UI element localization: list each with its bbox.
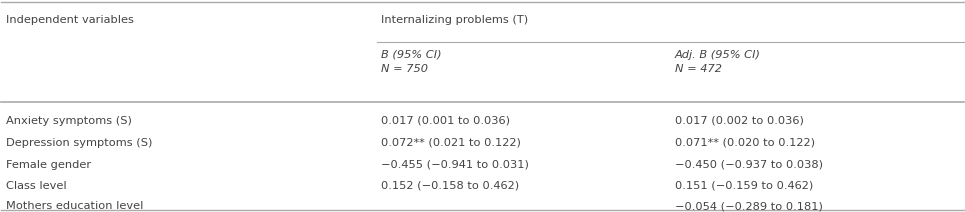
Text: Depression symptoms (S): Depression symptoms (S) [6,138,152,148]
Text: −0.455 (−0.941 to 0.031): −0.455 (−0.941 to 0.031) [381,160,530,170]
Text: Independent variables: Independent variables [6,15,134,25]
Text: Internalizing problems (T): Internalizing problems (T) [381,15,529,25]
Text: Female gender: Female gender [6,160,92,170]
Text: −0.054 (−0.289 to 0.181): −0.054 (−0.289 to 0.181) [675,201,823,211]
Text: 0.151 (−0.159 to 0.462): 0.151 (−0.159 to 0.462) [675,181,813,191]
Text: 0.017 (0.002 to 0.036): 0.017 (0.002 to 0.036) [675,116,804,126]
Text: 0.152 (−0.158 to 0.462): 0.152 (−0.158 to 0.462) [381,181,519,191]
Text: Adj. B (95% CI)
N = 472: Adj. B (95% CI) N = 472 [675,50,761,74]
Text: 0.017 (0.001 to 0.036): 0.017 (0.001 to 0.036) [381,116,510,126]
Text: B (95% CI)
N = 750: B (95% CI) N = 750 [381,50,442,74]
Text: −0.450 (−0.937 to 0.038): −0.450 (−0.937 to 0.038) [675,160,823,170]
Text: 0.071** (0.020 to 0.122): 0.071** (0.020 to 0.122) [675,138,815,148]
Text: 0.072** (0.021 to 0.122): 0.072** (0.021 to 0.122) [381,138,521,148]
Text: Mothers education level: Mothers education level [6,201,144,211]
Text: Anxiety symptoms (S): Anxiety symptoms (S) [6,116,132,126]
Text: Class level: Class level [6,181,67,191]
